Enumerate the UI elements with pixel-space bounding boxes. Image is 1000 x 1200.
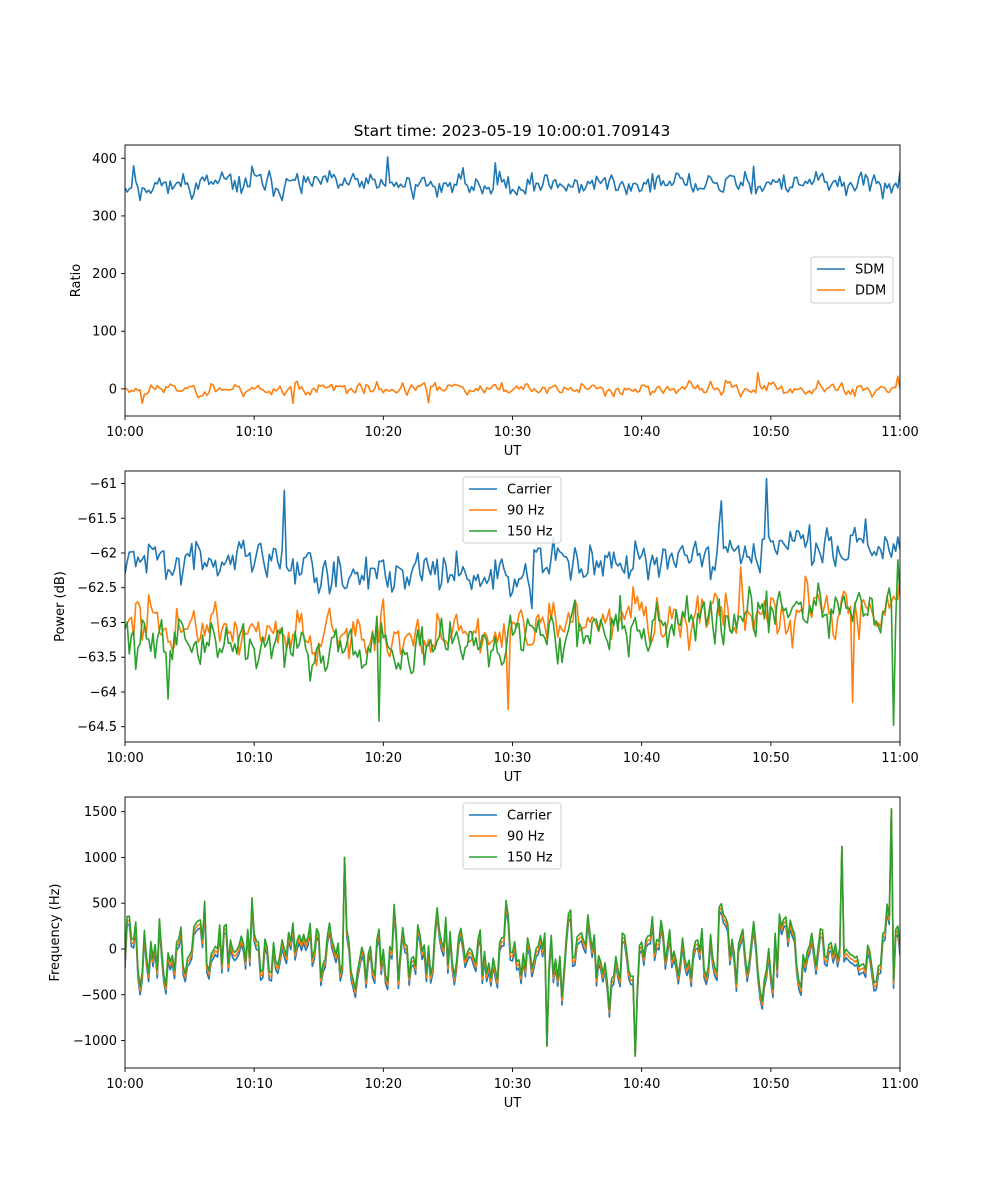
x-tick-label: 10:40 (623, 751, 660, 766)
x-tick-label: 10:40 (623, 1077, 660, 1092)
x-tick-label: 10:20 (365, 751, 402, 766)
legend-label: SDM (855, 263, 884, 278)
y-tick-label: 500 (92, 897, 117, 912)
y-tick-label: −61.5 (77, 512, 117, 527)
x-tick-label: 10:20 (365, 1077, 402, 1092)
x-tick-label: 11:00 (881, 425, 918, 440)
x-tick-label: 10:10 (235, 1077, 272, 1092)
legend-box (462, 476, 562, 544)
y-tick-label: −63.5 (77, 651, 117, 666)
y-tick-label: −64.5 (77, 720, 117, 735)
legend-label: 150 Hz (507, 851, 553, 866)
x-tick-label: 10:50 (752, 751, 789, 766)
y-tick-label: −62.5 (77, 581, 117, 596)
x-tick-label: 10:20 (365, 425, 402, 440)
series-line-150-hz (125, 559, 900, 727)
series-line-sdm (125, 156, 900, 202)
legend-label: 150 Hz (507, 525, 553, 540)
series-line-150-hz (125, 808, 900, 1057)
y-tick-label: 0 (109, 942, 117, 957)
y-tick-label: −500 (81, 988, 117, 1003)
y-tick-label: −61 (90, 477, 117, 492)
power-panel: 10:00 10:10 10:20 10:30 10:40 10:50 11:00 −61 −6… (53, 470, 919, 785)
x-tick-label: 10:50 (752, 425, 789, 440)
y-tick-label: 400 (92, 152, 117, 167)
x-tick-label: 10:40 (623, 425, 660, 440)
y-tick-label: −1000 (73, 1034, 117, 1049)
x-tick-label: 10:50 (752, 1077, 789, 1092)
x-tick-label: 10:00 (106, 1077, 143, 1092)
x-axis-label: UT (504, 1096, 522, 1111)
x-tick-label: 11:00 (881, 751, 918, 766)
y-tick-label: 1000 (84, 851, 117, 866)
x-tick-label: 10:00 (106, 751, 143, 766)
series-line-carrier (125, 477, 900, 610)
y-tick-label: −62 (90, 546, 117, 561)
y-tick-label: −64 (90, 685, 117, 700)
x-tick-label: 10:10 (235, 751, 272, 766)
chart-title: Start time: 2023-05-19 10:00:01.709143 (354, 122, 671, 140)
y-axis-label: Frequency (Hz) (48, 883, 63, 981)
x-tick-label: 10:10 (235, 425, 272, 440)
legend-label: 90 Hz (507, 504, 544, 519)
legend-label: 90 Hz (507, 830, 544, 845)
y-tick-label: 0 (109, 382, 117, 397)
y-tick-label: 300 (92, 209, 117, 224)
y-tick-label: 1500 (84, 805, 117, 820)
series-line-ddm (125, 371, 900, 405)
ratio-panel: 10:00 10:10 10:20 10:30 10:40 10:50 11:00 0 100 2… (69, 144, 919, 459)
x-tick-label: 11:00 (881, 1077, 918, 1092)
legend-label: Carrier (507, 809, 552, 824)
x-tick-label: 10:30 (494, 425, 531, 440)
frequency-panel: 10:00 10:10 10:20 10:30 10:40 10:50 11:00 1500 1… (48, 796, 919, 1111)
legend-box (462, 802, 562, 870)
x-tick-label: 10:30 (494, 1077, 531, 1092)
y-tick-label: 100 (92, 325, 117, 340)
x-tick-label: 10:00 (106, 425, 143, 440)
x-axis-label: UT (504, 770, 522, 785)
series-line-90-hz (125, 566, 900, 711)
y-axis-label: Ratio (69, 264, 84, 297)
y-tick-label: 200 (92, 267, 117, 282)
legend-label: Carrier (507, 483, 552, 498)
x-tick-label: 10:30 (494, 751, 531, 766)
x-axis-label: UT (504, 444, 522, 459)
legend-label: DDM (855, 284, 886, 299)
y-axis-label: Power (dB) (53, 571, 68, 642)
y-tick-label: −63 (90, 616, 117, 631)
